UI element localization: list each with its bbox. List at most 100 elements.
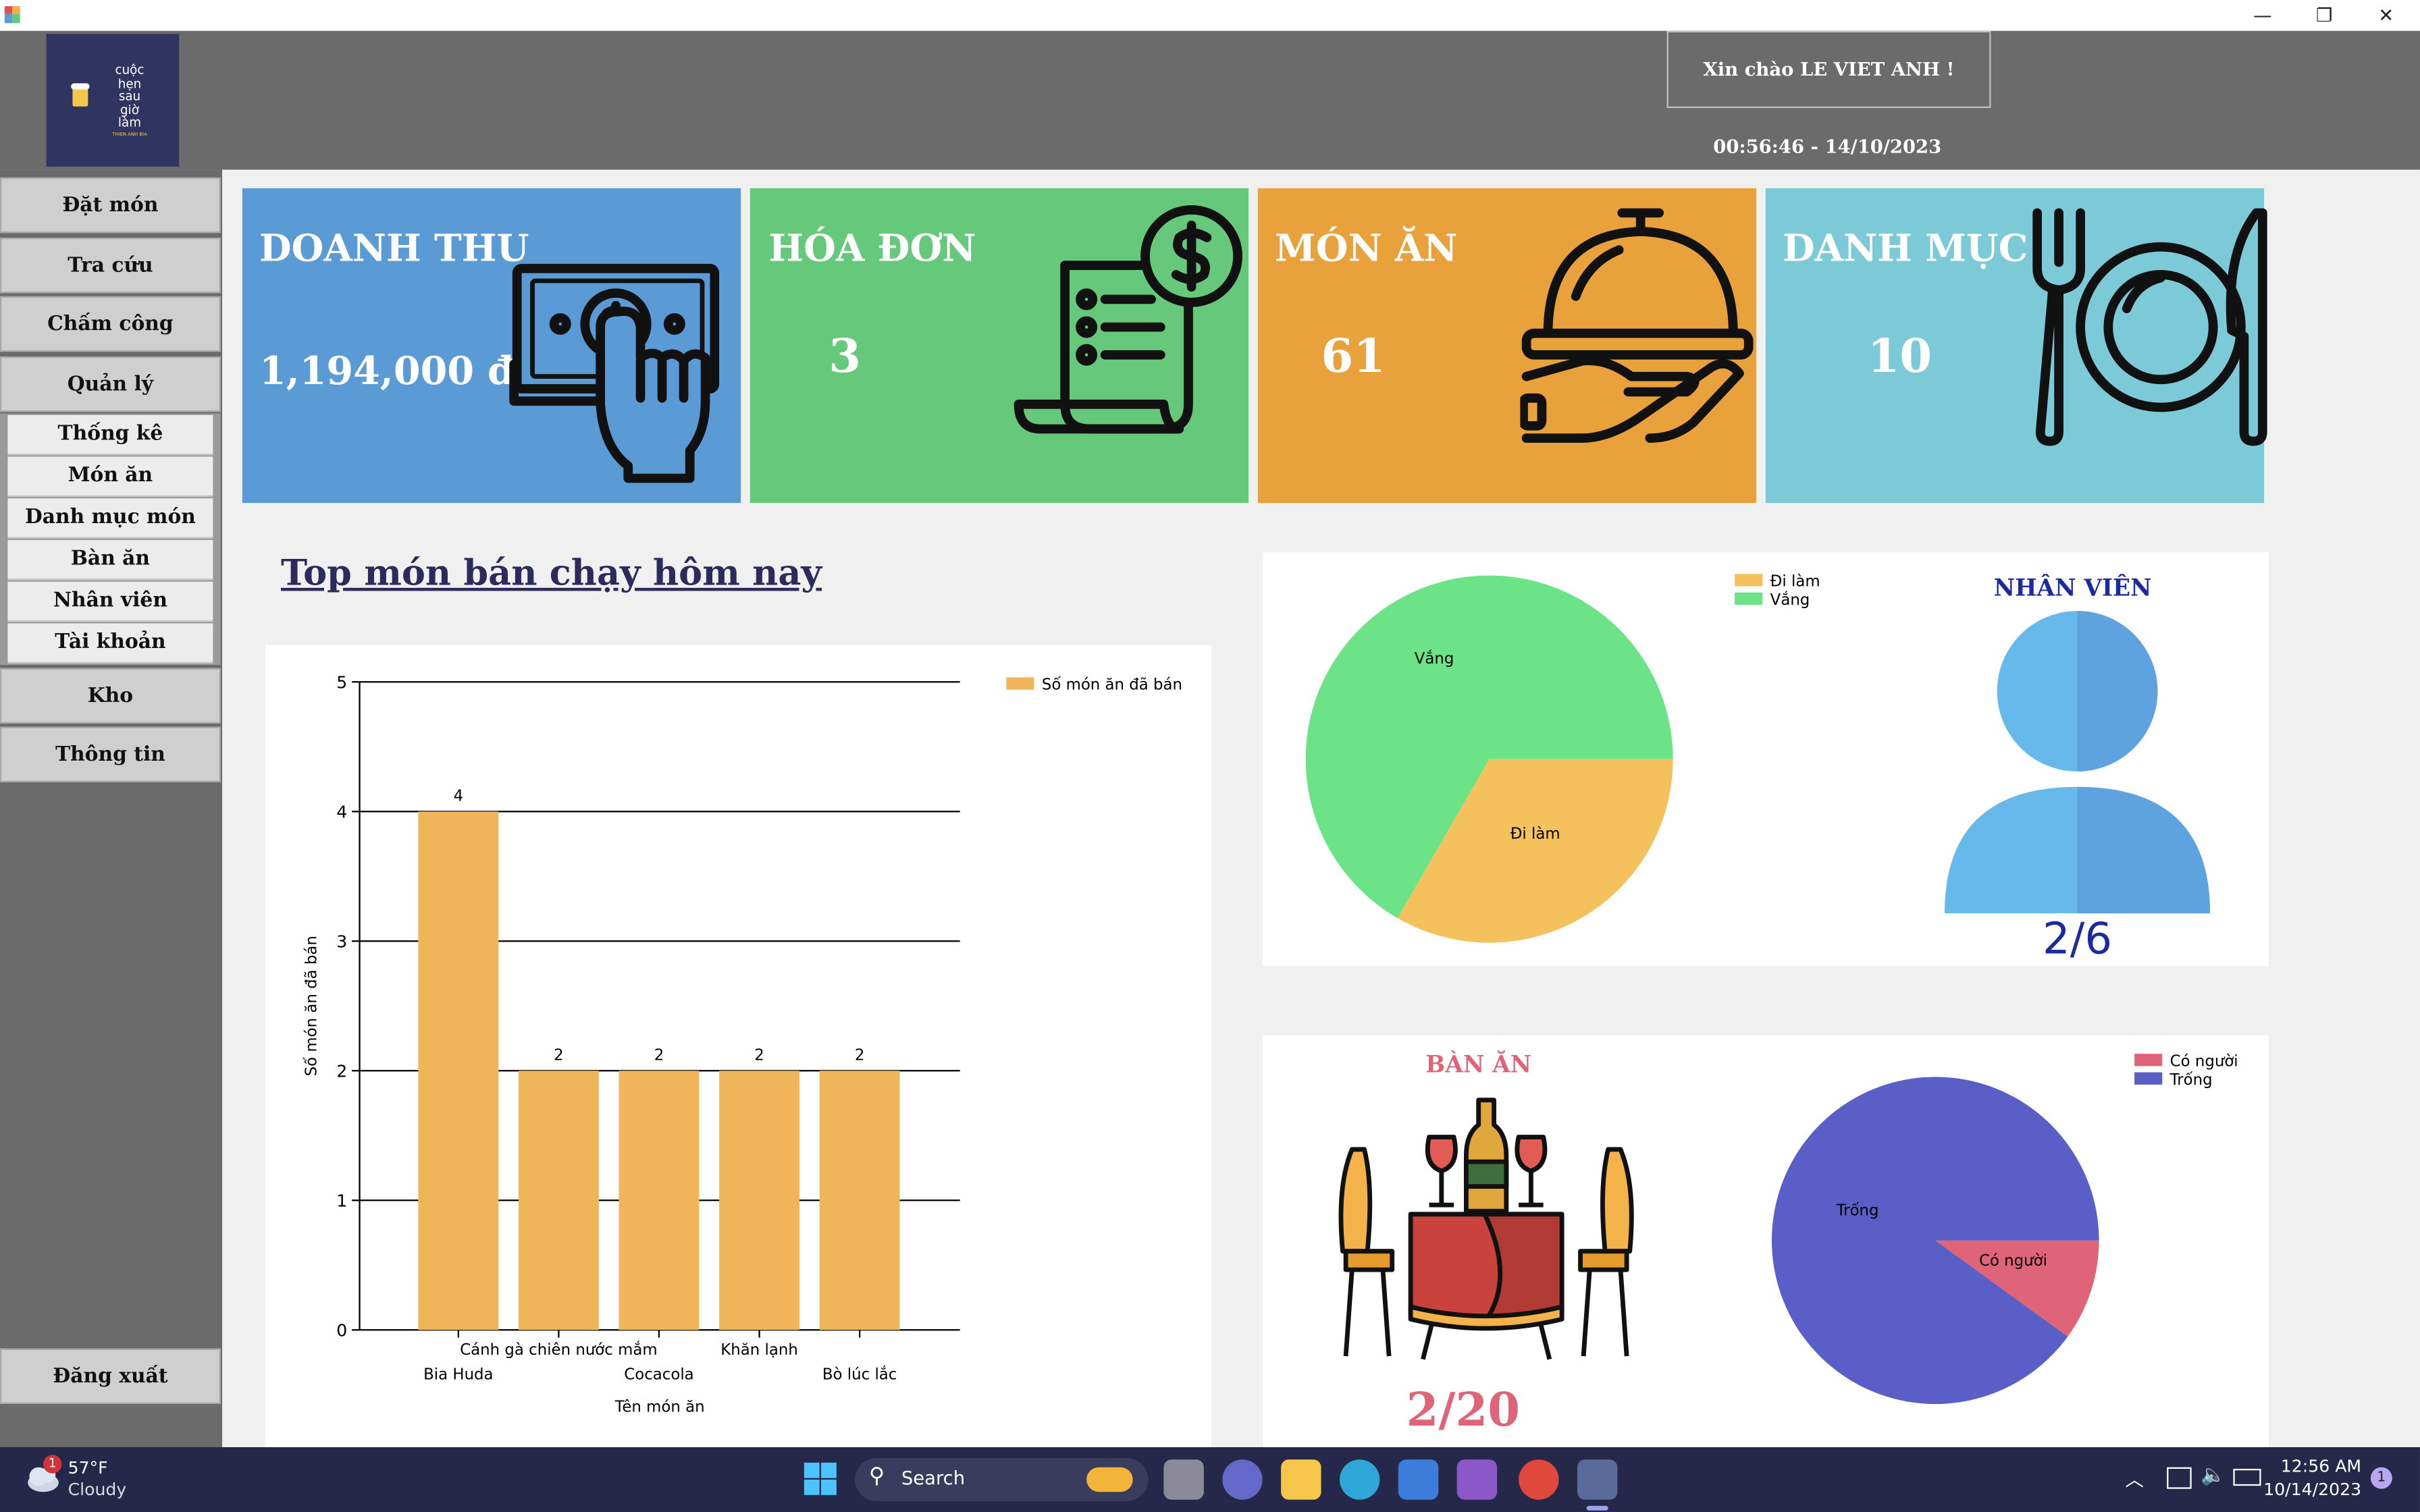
card-danh-muc[interactable]: DANH MỤC 10 [1765, 188, 2267, 504]
legend-swatch [1735, 592, 1763, 605]
tables-ratio: 2/20 [1406, 1384, 1520, 1438]
slice-label: Trống [1836, 1202, 1879, 1219]
visual-studio-icon[interactable] [1456, 1459, 1498, 1500]
bar [418, 811, 499, 1330]
nav-tai-khoan[interactable]: Tài khoản [7, 623, 213, 664]
title-bar: — ❐ ✕ [0, 0, 2420, 31]
slice-co-nguoi [1935, 1240, 2099, 1337]
legend-label: Có người [2170, 1052, 2238, 1070]
person-icon [1944, 611, 2211, 914]
minimize-button[interactable]: — [2253, 4, 2272, 26]
legend-swatch [1006, 677, 1034, 690]
beer-icon [72, 86, 88, 107]
task-view-icon[interactable] [1163, 1459, 1204, 1500]
card-mon-an[interactable]: MÓN ĂN 61 [1257, 188, 1757, 504]
clock-time[interactable]: 12:56 AM [2280, 1456, 2362, 1477]
y-tick-label: 3 [336, 932, 347, 951]
data-label: 2 [855, 1046, 865, 1064]
tables-title: BÀN ĂN [1425, 1050, 1532, 1079]
slice-trong [1771, 1077, 2099, 1404]
card-title: MÓN ĂN [1274, 225, 1458, 270]
slice-label: Vắng [1415, 649, 1454, 668]
clock-date[interactable]: 10/14/2023 [2263, 1479, 2362, 1500]
edge-icon[interactable] [1339, 1459, 1380, 1500]
nav-nhan-vien[interactable]: Nhân viên [7, 581, 213, 622]
taskbar-search[interactable]: ⚲ Search [855, 1457, 1149, 1501]
nav-mon-an[interactable]: Món ăn [7, 456, 213, 497]
search-label: Search [901, 1467, 966, 1489]
bar [719, 1071, 799, 1330]
nav-thong-ke[interactable]: Thống kê [7, 414, 213, 456]
slice-di-lam [1397, 759, 1673, 943]
weather-badge: 1 [43, 1455, 62, 1474]
greeting-box: Xin chào LE VIET ANH ! [1666, 30, 1991, 108]
cloche-icon [1520, 208, 1754, 443]
dining-table-icon [1338, 1098, 1634, 1360]
start-button[interactable] [804, 1462, 838, 1496]
data-label: 2 [554, 1046, 564, 1064]
card-title: DOANH THU [259, 225, 529, 270]
slice-label: Đi làm [1510, 825, 1560, 842]
legend-label: Vắng [1770, 591, 1810, 609]
search-icon: ⚲ [868, 1464, 885, 1489]
legend-label: Trống [2169, 1071, 2213, 1089]
y-tick-label: 4 [336, 802, 347, 821]
card-doanh-thu[interactable]: DOANH THU 1,194,000 đ [242, 188, 741, 504]
slice-label: Có người [1979, 1252, 2047, 1270]
notification-badge[interactable]: 1 [2370, 1467, 2392, 1489]
datetime-label: 00:56:46 - 14/10/2023 [1713, 136, 1942, 158]
active-app-icon[interactable] [1577, 1459, 1618, 1500]
top-dishes-heading: Top món bán chạy hôm nay [280, 552, 822, 594]
legend-swatch [1735, 574, 1763, 587]
card-hoa-don[interactable]: HÓA ĐƠN 3 [749, 188, 1249, 504]
logo-line: giờ [120, 102, 139, 117]
battery-icon[interactable] [2233, 1468, 2261, 1486]
chat-icon[interactable] [1222, 1459, 1263, 1500]
x-tick-label: Cánh gà chiên nước mắm [460, 1341, 657, 1359]
plate-cutlery-icon [2032, 208, 2267, 446]
nav-kho[interactable]: Kho [0, 668, 221, 724]
card-value: 61 [1321, 330, 1386, 385]
chevron-up-icon[interactable]: ︿ [2125, 1468, 2144, 1490]
close-button[interactable]: ✕ [2378, 4, 2394, 26]
volume-icon[interactable]: 🔈 [2201, 1464, 2226, 1488]
active-indicator [1586, 1505, 1608, 1511]
staff-title: NHÂN VIÊN [1993, 574, 2152, 602]
nav-cham-cong[interactable]: Chấm công [0, 296, 221, 352]
header [0, 30, 2420, 170]
bar [619, 1071, 700, 1330]
restore-button[interactable]: ❐ [2315, 4, 2333, 26]
legend-label: Đi làm [1770, 573, 1820, 591]
bar [518, 1071, 599, 1330]
taskbar: 1 57°F Cloudy ⚲ Search ︿ 🔈 12:56 AM 10/1… [0, 1447, 2420, 1512]
staff-ratio: 2/6 [2043, 913, 2113, 965]
network-icon[interactable] [2167, 1467, 2192, 1489]
nav-danh-muc-mon[interactable]: Danh mục món [7, 498, 213, 539]
nav-ban-an[interactable]: Bàn ăn [7, 539, 213, 580]
data-label: 2 [754, 1046, 764, 1064]
y-tick-label: 5 [336, 672, 347, 692]
card-title: HÓA ĐƠN [768, 225, 976, 270]
staff-panel: Đi làm Vắng Đi làm Vắng NHÂN VIÊN 2/6 [1262, 552, 2269, 966]
file-explorer-icon[interactable] [1281, 1459, 1321, 1500]
logo-line: làm [117, 115, 142, 130]
top-dishes-bar-chart: 0 1 2 3 4 5 4 Bia Huda 2 Cánh gà chiên nước mắm 2 C… [303, 672, 1182, 1415]
weather-desc: Cloudy [68, 1479, 127, 1500]
store-icon[interactable] [1398, 1459, 1439, 1500]
nav-thong-tin[interactable]: Thông tin [0, 726, 221, 782]
logo-line: hẹn [117, 76, 142, 90]
nav-dat-mon[interactable]: Đặt món [0, 177, 221, 234]
data-label: 2 [654, 1046, 664, 1064]
legend-swatch [2134, 1072, 2163, 1085]
money-hand-icon [509, 263, 720, 483]
logo-line: sau [118, 89, 141, 104]
logout-button[interactable]: Đăng xuất [0, 1348, 221, 1404]
nav-tra-cuu[interactable]: Tra cứu [0, 237, 221, 294]
x-tick-label: Cocacola [624, 1366, 693, 1383]
logo: cuộc hẹn sau giờ làm THIEN ANH BIA [46, 34, 180, 167]
nav-quan-ly[interactable]: Quản lý [0, 356, 221, 412]
app-icon [4, 6, 20, 24]
submenu-panel [0, 413, 221, 666]
chrome-icon[interactable] [1519, 1459, 1559, 1500]
